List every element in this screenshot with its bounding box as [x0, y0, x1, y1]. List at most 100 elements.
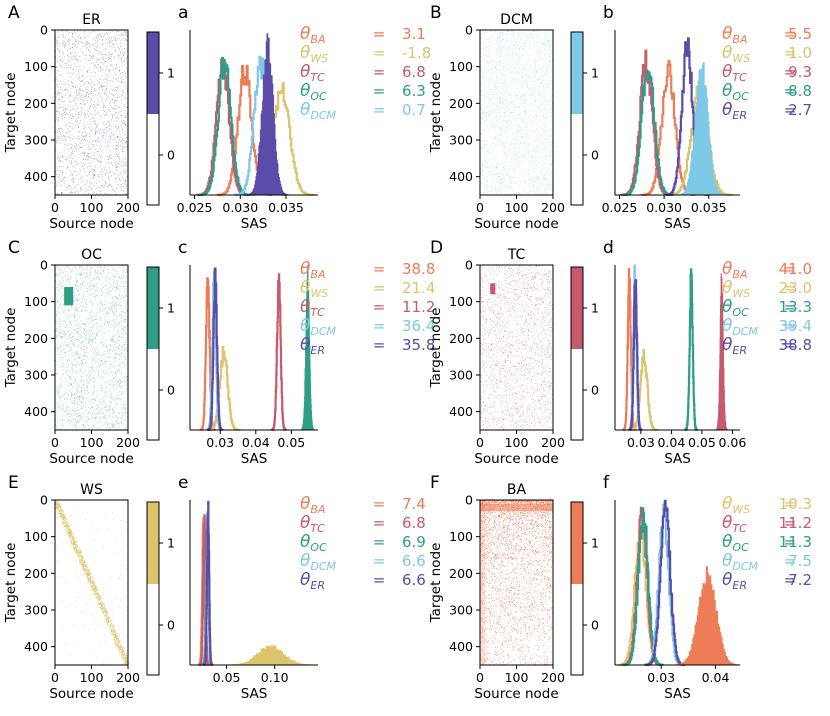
adjacency-dot — [497, 395, 499, 396]
adjacency-dot — [111, 341, 113, 342]
adjacency-dot — [109, 353, 111, 354]
adjacency-dot — [124, 122, 126, 124]
adjacency-dot — [63, 59, 64, 61]
adjacency-dot — [75, 39, 76, 41]
adjacency-dot — [484, 144, 486, 146]
adjacency-dot — [75, 283, 76, 285]
adjacency-dot — [66, 372, 68, 374]
adjacency-dot — [111, 303, 113, 305]
adjacency-dot — [64, 313, 65, 314]
adjacency-dot — [524, 81, 526, 83]
adjacency-dot — [98, 325, 100, 327]
adjacency-dot — [498, 51, 499, 52]
adjacency-dot — [501, 179, 502, 181]
y-axis-label: Target node — [428, 73, 444, 154]
adjacency-dot — [78, 291, 79, 292]
adjacency-dot — [511, 306, 513, 307]
adjacency-dot — [113, 189, 114, 191]
adjacency-dot — [121, 316, 123, 317]
adjacency-dot — [523, 118, 524, 119]
adjacency-dot — [117, 136, 118, 137]
adjacency-dot — [80, 407, 82, 409]
adjacency-dot — [520, 39, 521, 41]
adjacency-dot — [82, 385, 84, 387]
adjacency-dot — [66, 279, 68, 281]
adjacency-dot — [79, 41, 81, 43]
adjacency-dot — [93, 104, 94, 105]
adjacency-dot — [105, 48, 106, 50]
adjacency-dot — [74, 397, 75, 399]
adjacency-dot — [120, 111, 122, 112]
adjacency-dot — [63, 406, 65, 407]
adjacency-dot — [501, 144, 503, 145]
adjacency-dot — [494, 67, 496, 68]
adjacency-dot — [120, 422, 122, 423]
adjacency-dot — [74, 338, 76, 339]
adjacency-dot — [116, 165, 118, 166]
adjacency-dot — [67, 157, 69, 159]
adjacency-dot — [505, 390, 507, 391]
adjacency-dot — [89, 319, 90, 321]
adjacency-dot — [543, 419, 545, 420]
adjacency-dot — [55, 186, 56, 188]
adjacency-dot — [87, 144, 89, 146]
adjacency-dot — [82, 52, 84, 53]
adjacency-dot — [64, 270, 66, 272]
adjacency-dot — [551, 150, 552, 151]
adjacency-dot — [59, 269, 61, 271]
adjacency-dot — [109, 167, 111, 169]
adjacency-dot — [99, 165, 101, 167]
colorbar-empty — [147, 114, 159, 205]
adjacency-dot — [508, 346, 510, 347]
adjacency-dot — [56, 139, 58, 141]
adjacency-dot — [121, 82, 122, 83]
adjacency-dot — [77, 396, 79, 397]
adjacency-dot — [508, 151, 510, 153]
adjacency-dot — [486, 193, 487, 195]
adjacency-dot — [546, 44, 547, 45]
adjacency-dot — [98, 265, 100, 267]
adjacency-dot — [516, 118, 517, 120]
adjacency-dot — [73, 418, 75, 419]
adjacency-dot — [79, 326, 81, 328]
adjacency-dot — [93, 391, 95, 393]
adjacency-dot — [81, 132, 83, 134]
adjacency-dot — [493, 419, 495, 421]
adjacency-dot — [72, 85, 74, 87]
adjacency-dot — [75, 175, 77, 177]
adjacency-dot — [514, 47, 516, 49]
adjacency-dot — [59, 56, 61, 58]
adjacency-dot — [528, 151, 530, 153]
adjacency-dot — [536, 42, 538, 43]
y-tick-label: 100 — [24, 59, 48, 74]
adjacency-dot — [513, 84, 515, 86]
theta-WS: θWS = 21.4 — [300, 278, 435, 300]
adjacency-dot — [495, 126, 496, 127]
adjacency-dot — [521, 352, 523, 354]
adjacency-dot — [81, 268, 83, 269]
adjacency-dot — [531, 87, 533, 88]
adjacency-dot — [90, 31, 91, 33]
adjacency-dot — [68, 420, 70, 421]
adjacency-dot — [120, 356, 122, 358]
adjacency-dot — [78, 266, 80, 268]
adjacency-dot — [500, 179, 501, 181]
adjacency-dot — [56, 340, 58, 342]
adjacency-dot — [84, 95, 86, 97]
adjacency-dot — [520, 326, 522, 328]
adjacency-dot — [513, 387, 515, 388]
adjacency-dot — [92, 86, 94, 88]
adjacency-dot — [104, 422, 106, 423]
adjacency-dot — [502, 83, 504, 84]
adjacency-dot — [70, 420, 72, 422]
adjacency-dot — [83, 332, 84, 334]
adjacency-dot — [521, 143, 522, 144]
adjacency-dot — [119, 354, 120, 356]
adjacency-dot — [523, 85, 525, 87]
adjacency-dot — [69, 40, 71, 41]
adjacency-dot — [121, 329, 123, 331]
adjacency-dot — [542, 178, 544, 180]
adjacency-dot — [105, 99, 107, 101]
adjacency-dot — [93, 158, 94, 159]
adjacency-dot — [84, 114, 86, 116]
